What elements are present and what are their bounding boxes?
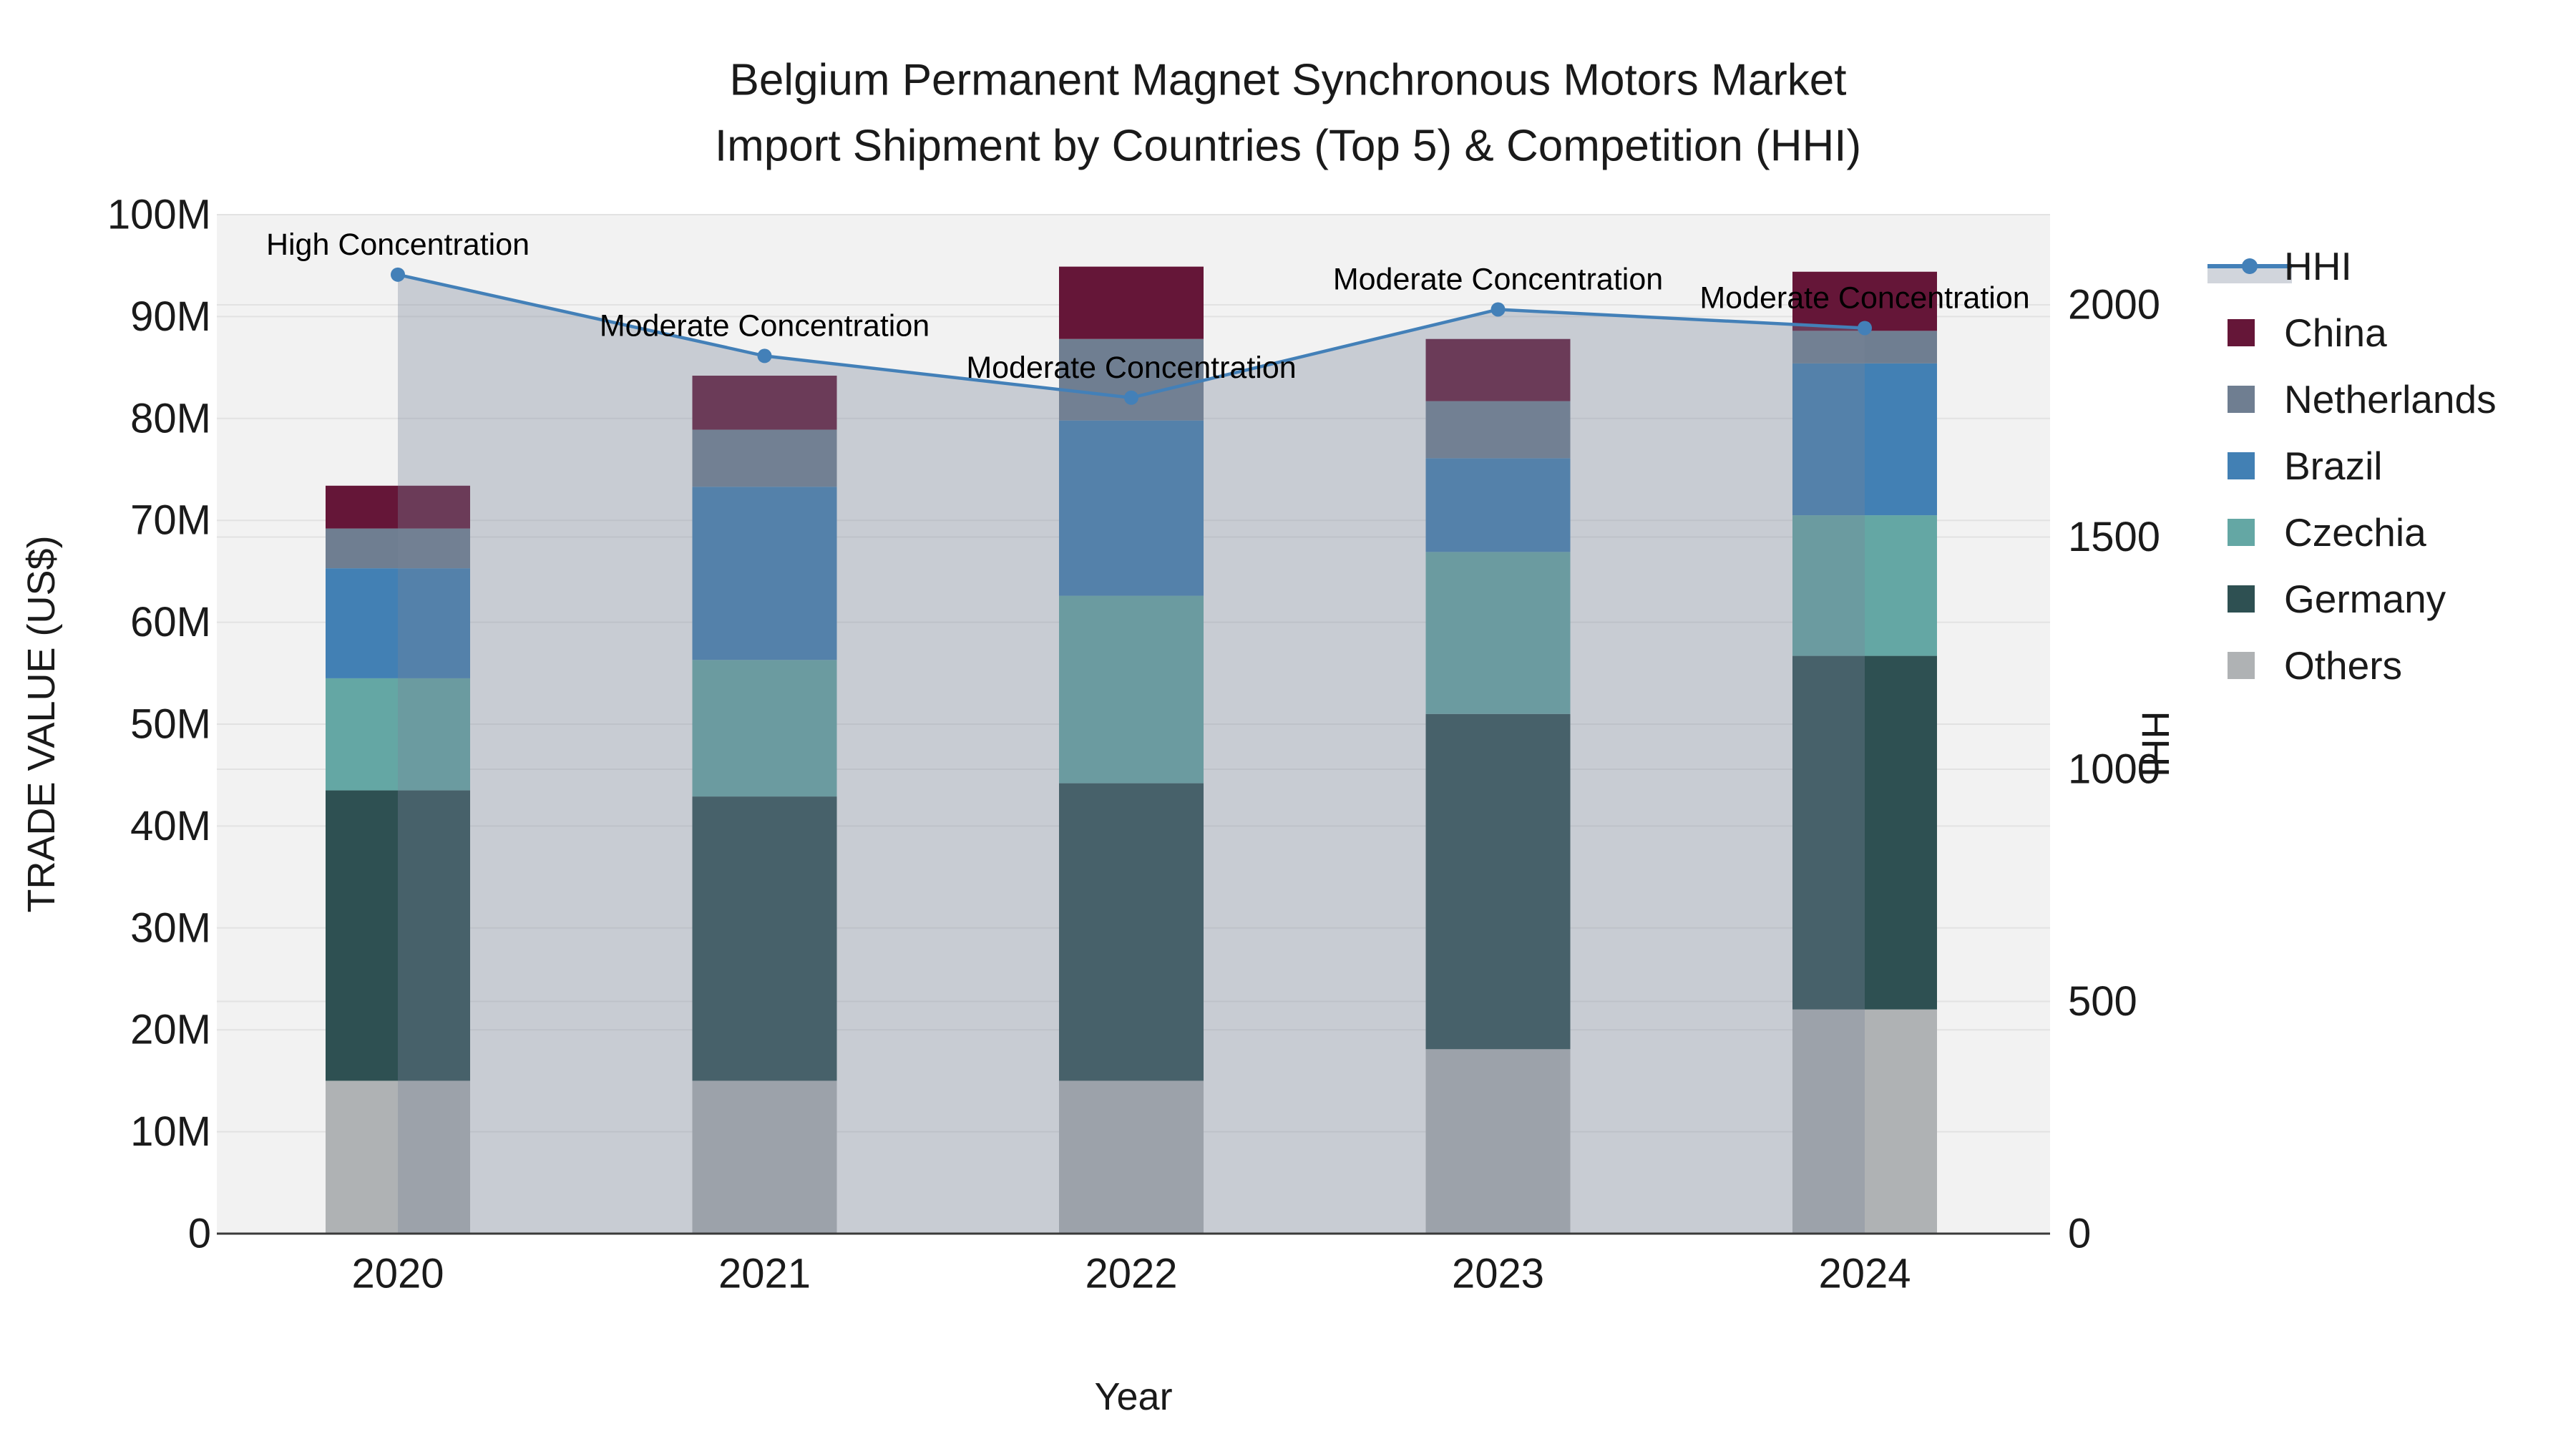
bar-segment-brazil-2022[interactable] bbox=[1059, 420, 1204, 596]
x-axis-title: Year bbox=[1094, 1375, 1172, 1418]
y-left-tick-7: 70M bbox=[130, 497, 211, 544]
x-tick-2021: 2021 bbox=[718, 1251, 811, 1297]
annotation-2024: Moderate Concentration bbox=[1699, 280, 2029, 315]
legend-label-others: Others bbox=[2284, 643, 2402, 688]
annotation-2021: Moderate Concentration bbox=[600, 308, 930, 343]
legend-label-brazil: Brazil bbox=[2284, 444, 2383, 488]
x-tick-2022: 2022 bbox=[1085, 1251, 1177, 1297]
legend-swatch-netherlands bbox=[2228, 386, 2255, 413]
legend-item-hhi[interactable]: HHI bbox=[2207, 244, 2352, 288]
legend: HHI China Netherlands Brazil Czechia Germany O… bbox=[2207, 244, 2497, 688]
bars bbox=[326, 266, 1937, 1234]
y-left-tick-10: 100M bbox=[107, 192, 211, 238]
legend-swatch-others bbox=[2228, 652, 2255, 679]
legend-item-netherlands[interactable]: Netherlands bbox=[2228, 377, 2497, 421]
legend-label-hhi: HHI bbox=[2284, 244, 2352, 288]
legend-swatch-brazil bbox=[2228, 452, 2255, 479]
y-left-tick-9: 90M bbox=[130, 293, 211, 340]
bar-segment-china-2023[interactable] bbox=[1425, 338, 1571, 401]
bar-segment-czechia-2024[interactable] bbox=[1792, 515, 1937, 656]
x-tick-2023: 2023 bbox=[1452, 1251, 1544, 1297]
bar-segment-others-2022[interactable] bbox=[1059, 1080, 1204, 1234]
y-left-tick-4: 40M bbox=[130, 803, 211, 849]
bar-segment-brazil-2020[interactable] bbox=[326, 568, 470, 678]
bar-segment-germany-2022[interactable] bbox=[1059, 783, 1204, 1081]
y-right-tick-1: 500 bbox=[2068, 978, 2137, 1025]
y-right-tick-0: 0 bbox=[2068, 1211, 2091, 1257]
legend-item-brazil[interactable]: Brazil bbox=[2228, 444, 2383, 488]
legend-hhi-marker-sample bbox=[2242, 258, 2258, 274]
legend-item-czechia[interactable]: Czechia bbox=[2228, 510, 2426, 555]
bar-segment-netherlands-2020[interactable] bbox=[326, 528, 470, 569]
legend-swatch-china bbox=[2228, 319, 2255, 346]
bar-segment-china-2022[interactable] bbox=[1059, 266, 1204, 339]
hhi-point-2022[interactable] bbox=[1124, 390, 1138, 405]
bar-segment-others-2023[interactable] bbox=[1425, 1049, 1571, 1234]
y-right-tick-3: 1500 bbox=[2068, 514, 2160, 560]
bar-segment-brazil-2023[interactable] bbox=[1425, 458, 1571, 552]
bar-segment-others-2024[interactable] bbox=[1792, 1009, 1937, 1234]
hhi-area-fill bbox=[398, 274, 1865, 1234]
bar-segment-germany-2024[interactable] bbox=[1792, 655, 1937, 1010]
y-left-tick-5: 50M bbox=[130, 701, 211, 748]
bar-segment-germany-2021[interactable] bbox=[692, 796, 837, 1081]
bar-segment-netherlands-2023[interactable] bbox=[1425, 401, 1571, 459]
legend-item-germany[interactable]: Germany bbox=[2228, 577, 2446, 621]
legend-label-germany: Germany bbox=[2284, 577, 2446, 621]
bar-segment-netherlands-2022[interactable] bbox=[1059, 338, 1204, 421]
legend-label-czechia: Czechia bbox=[2284, 510, 2426, 555]
legend-label-netherlands: Netherlands bbox=[2284, 377, 2497, 421]
hhi-point-2024[interactable] bbox=[1858, 321, 1872, 336]
bar-segment-netherlands-2021[interactable] bbox=[692, 429, 837, 487]
y-left-tick-1: 10M bbox=[130, 1108, 211, 1155]
bar-segment-brazil-2021[interactable] bbox=[692, 487, 837, 660]
bar-segment-germany-2020[interactable] bbox=[326, 790, 470, 1081]
bar-segment-czechia-2021[interactable] bbox=[692, 660, 837, 797]
y-left-tick-0: 0 bbox=[188, 1211, 211, 1257]
y-right-tick-2: 1000 bbox=[2068, 746, 2160, 793]
legend-swatch-czechia bbox=[2228, 519, 2255, 546]
bar-segment-brazil-2024[interactable] bbox=[1792, 363, 1937, 516]
bar-segment-czechia-2022[interactable] bbox=[1059, 595, 1204, 784]
y-left-tick-3: 30M bbox=[130, 904, 211, 951]
y-right-tick-4: 2000 bbox=[2068, 282, 2160, 328]
legend-item-china[interactable]: China bbox=[2228, 311, 2387, 355]
y-left-tick-8: 80M bbox=[130, 395, 211, 441]
hhi-point-2023[interactable] bbox=[1491, 302, 1506, 317]
y-left-axis-title: TRADE VALUE (US$) bbox=[20, 535, 63, 912]
bar-segment-china-2021[interactable] bbox=[692, 375, 837, 430]
annotation-2022: Moderate Concentration bbox=[966, 351, 1296, 385]
chart-title-line2: Import Shipment by Countries (Top 5) & C… bbox=[715, 122, 1861, 171]
legend-item-others[interactable]: Others bbox=[2228, 643, 2402, 688]
annotation-2020: High Concentration bbox=[266, 228, 530, 262]
y-left-tick-2: 20M bbox=[130, 1007, 211, 1053]
bar-segment-others-2021[interactable] bbox=[692, 1080, 837, 1234]
legend-label-china: China bbox=[2284, 311, 2387, 355]
chart-title-line1: Belgium Permanent Magnet Synchronous Mot… bbox=[729, 56, 1846, 105]
y-right-axis-title: HHI bbox=[2134, 711, 2177, 778]
y-left-tick-6: 60M bbox=[130, 599, 211, 645]
hhi-point-2021[interactable] bbox=[757, 348, 772, 364]
annotation-2023: Moderate Concentration bbox=[1333, 262, 1663, 296]
x-tick-2020: 2020 bbox=[351, 1251, 444, 1297]
bar-segment-czechia-2023[interactable] bbox=[1425, 552, 1571, 714]
bar-segment-netherlands-2024[interactable] bbox=[1792, 331, 1937, 364]
bar-segment-china-2020[interactable] bbox=[326, 485, 470, 529]
bar-segment-others-2020[interactable] bbox=[326, 1080, 470, 1234]
x-tick-2024: 2024 bbox=[1818, 1251, 1911, 1297]
bar-segment-germany-2023[interactable] bbox=[1425, 713, 1571, 1050]
hhi-point-2020[interactable] bbox=[391, 267, 405, 282]
bar-segment-czechia-2020[interactable] bbox=[326, 678, 470, 791]
legend-swatch-germany bbox=[2228, 585, 2255, 613]
